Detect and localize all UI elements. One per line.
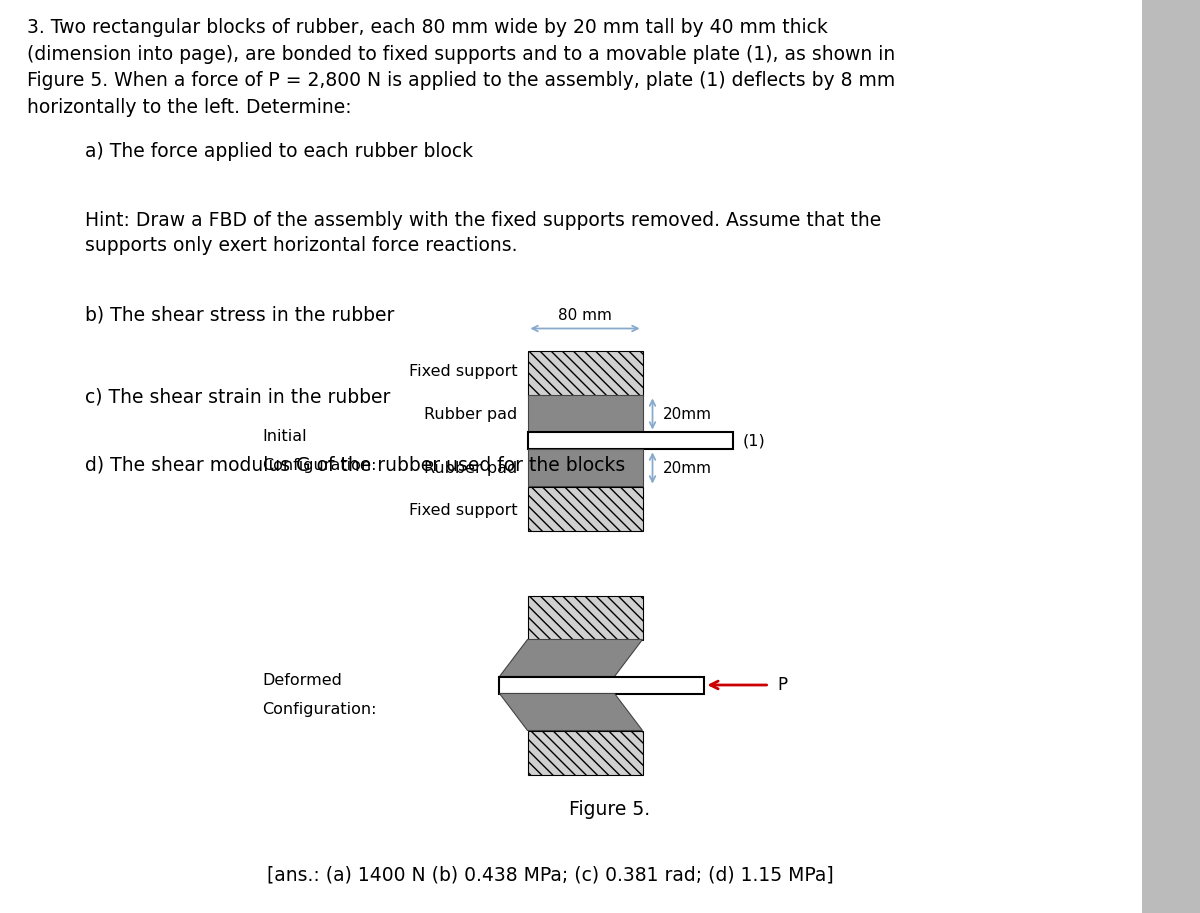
Bar xyxy=(528,487,642,530)
Text: 3. Two rectangular blocks of rubber, each 80 mm wide by 20 mm tall by 40 mm thic: 3. Two rectangular blocks of rubber, eac… xyxy=(28,18,828,37)
Text: Configuration:: Configuration: xyxy=(262,702,377,717)
Text: Configuration:: Configuration: xyxy=(262,458,377,473)
Text: Fixed support: Fixed support xyxy=(409,503,517,519)
Text: 20mm: 20mm xyxy=(662,460,712,476)
Polygon shape xyxy=(499,639,642,677)
Text: P: P xyxy=(778,676,787,694)
Bar xyxy=(1142,0,1200,913)
Text: 20mm: 20mm xyxy=(662,406,712,422)
Text: 80 mm: 80 mm xyxy=(558,308,612,322)
Text: Hint: Draw a FBD of the assembly with the fixed supports removed. Assume that th: Hint: Draw a FBD of the assembly with th… xyxy=(85,211,881,256)
Text: Figure 5.: Figure 5. xyxy=(570,800,650,818)
Text: Rubber pad: Rubber pad xyxy=(425,406,517,422)
Text: horizontally to the left. Determine:: horizontally to the left. Determine: xyxy=(28,98,352,117)
Polygon shape xyxy=(499,694,642,730)
Text: Fixed support: Fixed support xyxy=(409,363,517,379)
Text: Figure 5. When a force of P = 2,800 N is applied to the assembly, plate (1) defl: Figure 5. When a force of P = 2,800 N is… xyxy=(28,71,895,90)
Bar xyxy=(499,677,704,694)
Bar xyxy=(528,395,642,433)
Text: Rubber pad: Rubber pad xyxy=(425,460,517,476)
Text: Deformed: Deformed xyxy=(262,673,342,688)
Text: (dimension into page), are bonded to fixed supports and to a movable plate (1), : (dimension into page), are bonded to fix… xyxy=(28,45,895,64)
Bar xyxy=(528,433,732,449)
Bar xyxy=(528,730,642,774)
Text: (1): (1) xyxy=(743,434,766,448)
Bar xyxy=(528,449,642,487)
Bar xyxy=(528,352,642,395)
Text: a) The force applied to each rubber block: a) The force applied to each rubber bloc… xyxy=(85,142,473,161)
Bar xyxy=(528,595,642,639)
Text: c) The shear strain in the rubber: c) The shear strain in the rubber xyxy=(85,387,390,406)
Text: d) The shear modulus G of the rubber used for the blocks: d) The shear modulus G of the rubber use… xyxy=(85,456,625,475)
Text: b) The shear stress in the rubber: b) The shear stress in the rubber xyxy=(85,306,395,324)
Text: [ans.: (a) 1400 N (b) 0.438 MPa; (c) 0.381 rad; (d) 1.15 MPa]: [ans.: (a) 1400 N (b) 0.438 MPa; (c) 0.3… xyxy=(266,866,833,885)
Text: Initial: Initial xyxy=(262,429,307,444)
